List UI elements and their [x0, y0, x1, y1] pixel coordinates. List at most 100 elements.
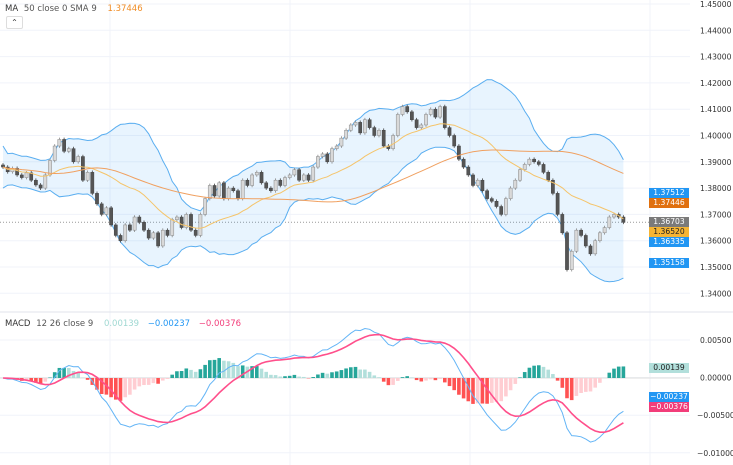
- macd-histogram-bar: [579, 378, 583, 393]
- candle: [560, 214, 565, 234]
- candle: [504, 198, 508, 215]
- macd-histogram-bar: [118, 378, 123, 401]
- macd-line-value: −0.00237: [147, 319, 191, 329]
- candle: [461, 158, 466, 168]
- price-tick-label: 1.44000: [700, 26, 732, 35]
- macd-histogram-bar: [410, 377, 414, 378]
- macd-histogram-bar: [208, 360, 212, 378]
- macd-histogram-bar: [330, 372, 334, 378]
- candle: [574, 229, 579, 252]
- macd-histogram-bar: [560, 378, 565, 388]
- candle: [57, 139, 62, 147]
- macd-histogram-bar: [297, 376, 301, 378]
- candle: [621, 216, 626, 223]
- macd-histogram-bar: [598, 378, 602, 383]
- macd-histogram-bar: [320, 372, 325, 378]
- macd-histogram-bar: [255, 366, 259, 378]
- macd-histogram-bar: [480, 378, 485, 404]
- macd-histogram-bar: [325, 373, 330, 378]
- macd-histogram-bar: [551, 374, 555, 378]
- candle: [71, 148, 76, 163]
- macd-histogram-bar: [466, 378, 471, 402]
- macd-histogram-bar: [316, 374, 320, 378]
- macd-histogram-bar: [170, 374, 174, 378]
- candle: [494, 201, 499, 207]
- macd-histogram-bar: [471, 378, 475, 404]
- candle: [43, 174, 48, 189]
- candle: [555, 193, 560, 215]
- candle: [306, 174, 311, 181]
- price-tick-label: 1.41000: [700, 105, 732, 114]
- macd-histogram-bar: [358, 369, 362, 378]
- candle: [424, 114, 428, 126]
- candle: [400, 106, 405, 115]
- candle: [311, 166, 316, 181]
- macd-histogram-bar: [231, 362, 236, 378]
- macd-signal-value: −0.00376: [198, 319, 242, 329]
- macd-histogram-bar: [588, 378, 593, 392]
- legend-name: MA: [5, 4, 19, 14]
- candle: [541, 164, 546, 173]
- candle: [438, 106, 442, 118]
- candle: [518, 169, 522, 181]
- candle: [198, 214, 203, 236]
- candle: [593, 240, 598, 255]
- candle: [419, 124, 424, 128]
- candle: [391, 135, 395, 149]
- price-legend[interactable]: MA 50 close 0 SMA 9 1.37446: [5, 4, 143, 14]
- candle: [442, 106, 447, 128]
- candle: [414, 119, 419, 128]
- candle: [358, 122, 363, 134]
- macd-histogram-bar: [616, 366, 621, 378]
- candle: [565, 232, 569, 270]
- candle: [245, 179, 250, 186]
- candle: [175, 216, 179, 220]
- candle: [264, 182, 269, 189]
- macd-histogram-bar: [584, 378, 588, 392]
- macd-histogram-bar: [344, 368, 348, 378]
- candles: [1, 104, 626, 272]
- macd-histogram-bar: [85, 378, 90, 380]
- macd-histogram-bar: [565, 378, 569, 399]
- price-tick-label: 1.43000: [700, 53, 732, 62]
- macd-histogram-bar: [165, 378, 170, 379]
- axis-value-tag: 1.36520: [649, 227, 689, 237]
- candle: [367, 119, 372, 128]
- macd-histogram-bar: [99, 378, 104, 395]
- candle: [231, 187, 236, 191]
- candle: [513, 179, 518, 189]
- macd-histogram-bar: [132, 378, 137, 390]
- candle: [142, 222, 146, 231]
- candle: [236, 190, 240, 199]
- candle: [269, 187, 273, 191]
- price-tick-label: 1.35000: [700, 263, 732, 272]
- macd-histogram-bar: [67, 367, 71, 378]
- macd-histogram-bar: [269, 374, 273, 378]
- candle: [428, 108, 433, 115]
- candle: [292, 169, 297, 176]
- macd-histogram-bar: [184, 368, 189, 378]
- collapse-legend-button[interactable]: ⌃: [6, 16, 23, 29]
- price-axis[interactable]: 1.45000 1.44000 1.43000 1.42000 1.41000 1.400…: [697, 0, 733, 458]
- macd-histogram-bar: [381, 378, 386, 382]
- macd-legend[interactable]: MACD 12 26 close 9 0.00139 −0.00237 −0.0…: [5, 319, 241, 329]
- candle: [551, 179, 555, 194]
- macd-histogram-bar: [179, 371, 184, 378]
- macd-histogram-bar: [372, 375, 377, 378]
- macd-histogram-bar: [334, 371, 339, 378]
- candle: [24, 172, 29, 178]
- macd-histogram-bar: [396, 378, 400, 381]
- macd-histogram-bar: [475, 378, 480, 404]
- candle: [536, 161, 541, 165]
- candle: [254, 172, 259, 176]
- candle: [99, 203, 104, 215]
- candle: [588, 245, 593, 255]
- candle: [137, 216, 142, 223]
- macd-histogram-bar: [198, 369, 203, 378]
- macd-histogram-bar: [34, 378, 38, 383]
- macd-histogram-bar: [428, 378, 433, 380]
- macd-histogram-bar: [443, 378, 447, 383]
- price-tick-label: 1.34000: [700, 289, 732, 298]
- candle: [250, 174, 254, 186]
